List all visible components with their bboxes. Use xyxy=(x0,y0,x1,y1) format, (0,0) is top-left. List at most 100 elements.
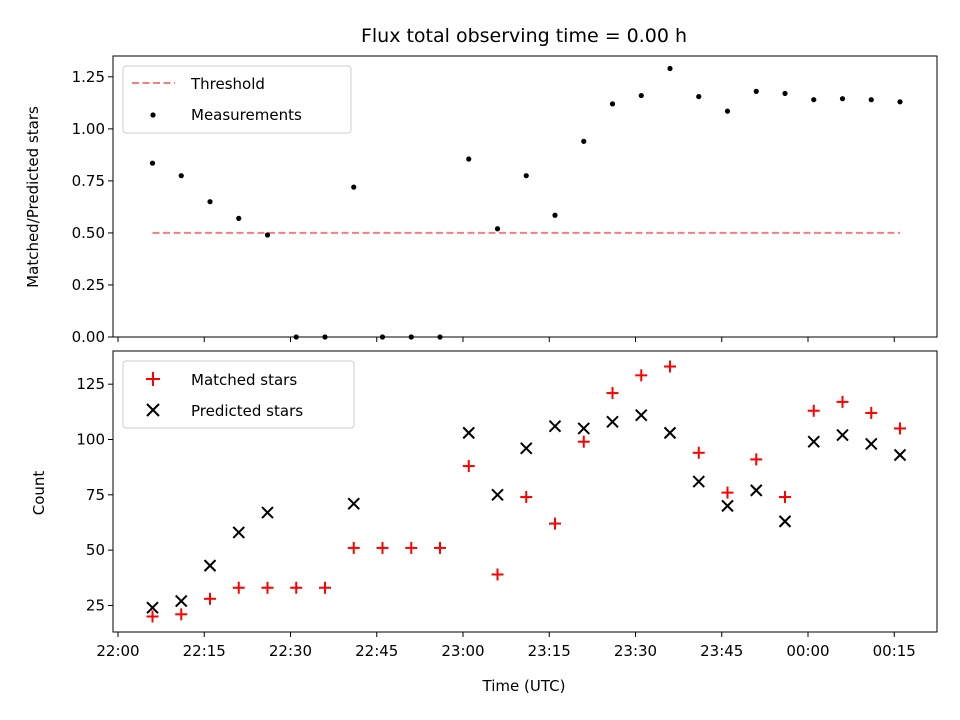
matched-star-point xyxy=(319,581,331,594)
bottom-y-ticks: 25 50 75 100 125 xyxy=(76,375,113,614)
top-y-ticks: 0.00 0.25 0.50 0.75 1.00 1.25 xyxy=(72,68,113,346)
predicted-star-point xyxy=(520,442,533,455)
top-y-axis-label: Matched/Predicted stars xyxy=(24,106,42,288)
matched-star-point xyxy=(577,435,590,448)
predicted-star-point xyxy=(347,497,360,510)
measurement-point xyxy=(897,99,903,105)
bottom-x-tick-label: 23:45 xyxy=(700,642,743,660)
measurement-point xyxy=(868,97,874,103)
matched-star-point xyxy=(434,541,446,554)
matched-star-point xyxy=(549,517,561,530)
bottom-y-tick-label: 100 xyxy=(76,431,105,449)
measurement-point xyxy=(753,88,759,94)
legend-threshold-label: Threshold xyxy=(190,75,265,93)
matched-star-point xyxy=(635,369,648,382)
measurement-point xyxy=(523,173,529,179)
bottom-y-tick-label: 50 xyxy=(86,541,105,559)
bottom-x-tick-label: 22:30 xyxy=(269,642,312,660)
matched-star-point xyxy=(692,446,705,459)
bottom-x-tick-label: 23:30 xyxy=(614,642,657,660)
predicted-star-point xyxy=(175,594,188,608)
bottom-plot-frame xyxy=(112,350,938,633)
predicted-star-point xyxy=(548,420,562,433)
predicted-star-point xyxy=(606,415,619,429)
matched-star-point xyxy=(146,610,159,623)
bottom-x-ticks: 22:00 22:15 22:30 22:45 23:00 23:15 23:30 23:45… xyxy=(96,632,916,660)
matched-stars-points xyxy=(146,360,906,623)
measurement-point xyxy=(581,138,587,144)
bottom-panel: Count Time (UTC) 25 50 75 100 125 22:00 22:15… xyxy=(30,350,938,695)
predicted-star-point xyxy=(261,506,274,519)
predicted-star-point xyxy=(836,428,849,442)
matched-star-point xyxy=(779,491,791,504)
top-legend-box xyxy=(122,65,352,134)
top-y-tick-label: 0.75 xyxy=(72,172,105,190)
matched-star-point xyxy=(491,568,504,581)
legend-matched-swatch xyxy=(146,372,160,386)
matched-star-point xyxy=(290,581,303,594)
measurement-point xyxy=(811,97,817,103)
legend-matched-label: Matched stars xyxy=(191,371,297,389)
top-legend: Threshold Measurements xyxy=(122,65,352,134)
matched-star-point xyxy=(175,608,188,621)
predicted-star-point xyxy=(635,408,648,422)
matched-star-point xyxy=(376,541,389,554)
measurements-points xyxy=(149,65,903,340)
legend-predicted-swatch xyxy=(146,403,160,417)
legend-measurements-label: Measurements xyxy=(191,106,302,124)
matched-star-point xyxy=(894,422,906,435)
measurement-point xyxy=(552,212,558,218)
measurement-point xyxy=(696,93,702,100)
predicted-star-point xyxy=(893,448,907,462)
measurement-point xyxy=(724,108,731,114)
measurement-point xyxy=(207,199,213,205)
measurement-point xyxy=(609,101,616,107)
predicted-star-point xyxy=(865,437,878,451)
matched-star-point xyxy=(520,491,533,504)
measurement-point xyxy=(494,226,501,232)
bottom-x-tick-label: 22:15 xyxy=(183,642,226,660)
top-x-ticks xyxy=(117,337,895,342)
top-chart-title: Flux total observing time = 0.00 h xyxy=(361,25,687,47)
bottom-legend: Matched stars Predicted stars xyxy=(122,360,355,429)
matched-star-point xyxy=(405,541,418,554)
predicted-star-point xyxy=(203,559,217,572)
matched-star-point xyxy=(261,581,274,594)
bottom-legend-box xyxy=(122,360,355,429)
top-panel: Flux total observing time = 0.00 h Match… xyxy=(24,25,938,346)
predicted-star-point xyxy=(491,488,504,502)
legend-measurements-swatch xyxy=(150,112,156,118)
bottom-y-tick-label: 125 xyxy=(76,375,105,393)
predicted-stars-points xyxy=(146,408,907,614)
top-y-tick-label: 0.25 xyxy=(72,276,105,294)
top-y-tick-label: 1.25 xyxy=(72,68,105,86)
predicted-star-point xyxy=(232,526,245,539)
matched-star-point xyxy=(750,453,763,466)
matched-star-point xyxy=(232,581,245,594)
top-y-tick-label: 0.50 xyxy=(72,224,105,242)
top-y-tick-label: 0.00 xyxy=(72,328,105,346)
predicted-star-point xyxy=(692,475,705,488)
bottom-x-axis-label: Time (UTC) xyxy=(482,677,566,695)
predicted-star-point xyxy=(778,515,792,528)
matched-star-point xyxy=(606,387,619,400)
measurement-point xyxy=(351,184,357,190)
legend-predicted-label: Predicted stars xyxy=(191,402,303,420)
bottom-x-tick-label: 00:00 xyxy=(786,642,829,660)
matched-star-point xyxy=(347,541,360,554)
predicted-star-point xyxy=(146,601,159,614)
bottom-x-tick-label: 22:45 xyxy=(355,642,398,660)
measurement-point xyxy=(264,232,271,238)
matched-star-point xyxy=(865,406,878,419)
matched-star-point xyxy=(721,486,734,499)
bottom-x-tick-label: 23:15 xyxy=(528,642,571,660)
matched-star-point xyxy=(204,592,216,605)
matched-star-point xyxy=(836,395,849,408)
bottom-x-tick-label: 00:15 xyxy=(873,642,916,660)
matched-star-point xyxy=(664,360,676,373)
matched-star-point xyxy=(462,460,475,473)
measurement-point xyxy=(839,96,846,102)
measurement-point xyxy=(149,160,156,166)
matched-star-point xyxy=(807,404,820,417)
